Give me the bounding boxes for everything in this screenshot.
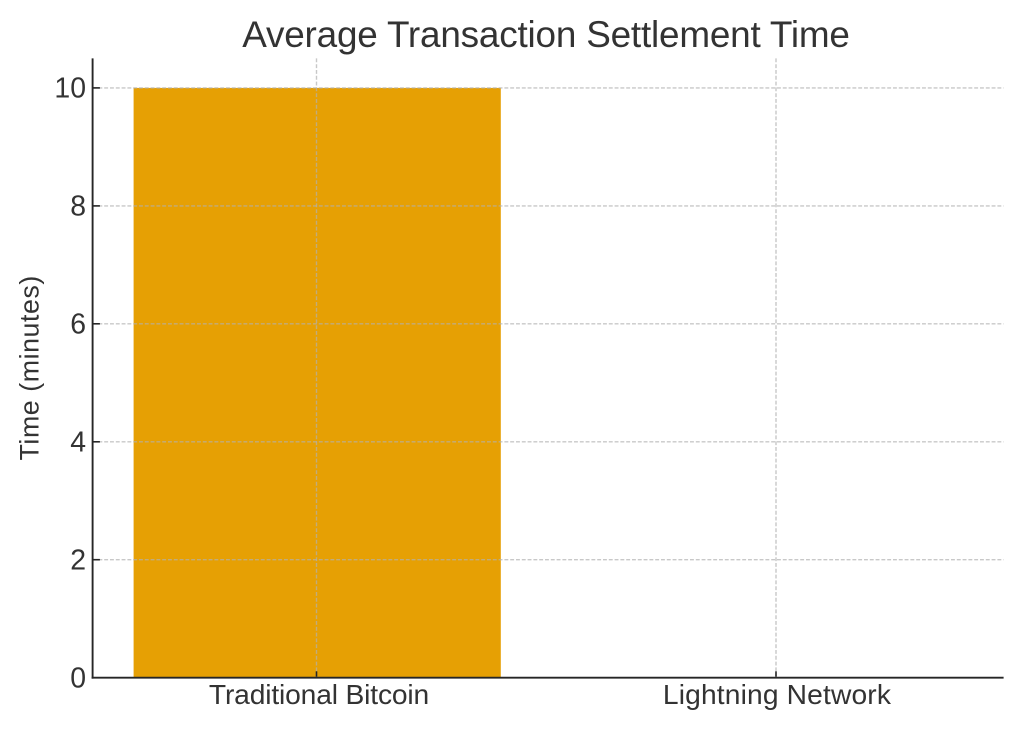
svg-text:10: 10 [54, 73, 86, 105]
svg-text:Time (minutes): Time (minutes) [15, 275, 45, 460]
svg-text:2: 2 [70, 544, 86, 576]
svg-text:Lightning Network: Lightning Network [663, 678, 892, 710]
svg-text:4: 4 [70, 427, 86, 459]
svg-text:Traditional Bitcoin: Traditional Bitcoin [209, 678, 429, 710]
svg-text:0: 0 [70, 662, 86, 694]
svg-text:8: 8 [70, 191, 86, 223]
svg-text:Average Transaction Settlement: Average Transaction Settlement Time [242, 14, 849, 55]
svg-text:6: 6 [70, 309, 86, 341]
